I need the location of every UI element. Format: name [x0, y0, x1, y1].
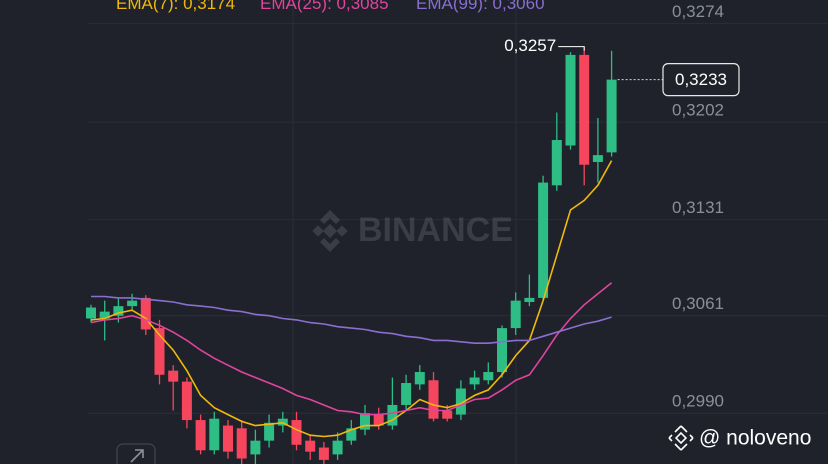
expand-button[interactable] [116, 443, 156, 464]
candle-body [305, 440, 316, 452]
candle-body [455, 388, 466, 415]
legend-entry: EMA(7): 0,3174 [116, 0, 235, 13]
candle-body [99, 311, 110, 319]
legend-value: 0,3085 [337, 0, 389, 13]
candle-body [551, 140, 562, 186]
candle-body [387, 404, 398, 426]
legend-name: EMA(25) [260, 0, 327, 13]
watermark-text: BINANCE [358, 211, 513, 249]
ema-line [90, 282, 613, 416]
legend-entry: EMA(99): 0,3060 [416, 0, 545, 13]
candle-body [606, 79, 617, 153]
candle-body [483, 372, 494, 381]
max-marker-line [558, 46, 585, 51]
candle-body [360, 413, 370, 430]
candle-body [538, 182, 549, 298]
candle-body [86, 307, 96, 319]
credit-text: @ noloveno [699, 427, 811, 450]
ema-line [91, 295, 612, 345]
candle-body [346, 428, 357, 441]
candle-body [318, 447, 329, 460]
candle-body [592, 155, 603, 162]
candle-body [401, 383, 412, 405]
candle-body [579, 54, 590, 165]
legend-sep: : [327, 0, 336, 13]
candle-body [127, 300, 138, 307]
y-tick-label: 0,3202 [672, 101, 724, 120]
legend-name: EMA(7) [116, 0, 174, 13]
candle-body [414, 372, 425, 385]
candle-body [223, 425, 233, 452]
legend-sep: : [483, 0, 492, 13]
grid: 0,2990 0,3061 0,3131 0,3202 0,3274 [88, 2, 828, 414]
candle-body [209, 418, 220, 451]
candle-body [195, 420, 206, 451]
candle-body [497, 328, 507, 373]
ema-line [90, 160, 613, 438]
legend-name: EMA(99) [416, 0, 483, 13]
candle-body [264, 422, 275, 441]
candle-body [524, 297, 535, 303]
last-price-box [662, 63, 740, 97]
legend-sep: : [174, 0, 183, 13]
legend-entry: EMA(25): 0,3085 [260, 0, 389, 13]
legend-value: 0,3174 [183, 0, 235, 13]
candle-body [469, 377, 480, 385]
candle-body [332, 440, 343, 455]
button-icon [130, 449, 144, 463]
candle-body [428, 380, 439, 419]
legend-value: 0,3060 [493, 0, 545, 13]
candle-body [291, 420, 302, 445]
y-tick-label: 0,2990 [672, 392, 724, 411]
candle-body [181, 381, 192, 421]
candle-body [236, 428, 247, 459]
candle-body [565, 54, 576, 146]
y-tick-label: 0,3061 [672, 294, 724, 313]
credit: @ noloveno [668, 425, 811, 451]
candle-body [510, 300, 521, 329]
legend: EMA(7): 0,3174 EMA(25): 0,3085 EMA(99): 0,… [116, 0, 545, 13]
button-frame[interactable] [116, 443, 156, 464]
y-tick-label: 0,3131 [672, 198, 724, 217]
max-label: 0,3257 [504, 36, 556, 55]
candle-body [154, 328, 165, 375]
plot: 0,3257 0,3233 [86, 36, 740, 464]
credit-logo [668, 425, 694, 451]
candle-body [442, 410, 453, 419]
candle-body [373, 414, 384, 426]
y-tick-label: 0,3274 [672, 2, 724, 21]
last-price-label: 0,3233 [675, 70, 727, 89]
candle-body [113, 306, 124, 316]
candle-body [250, 440, 261, 455]
candle-body [140, 297, 151, 330]
candle-body [168, 370, 179, 382]
